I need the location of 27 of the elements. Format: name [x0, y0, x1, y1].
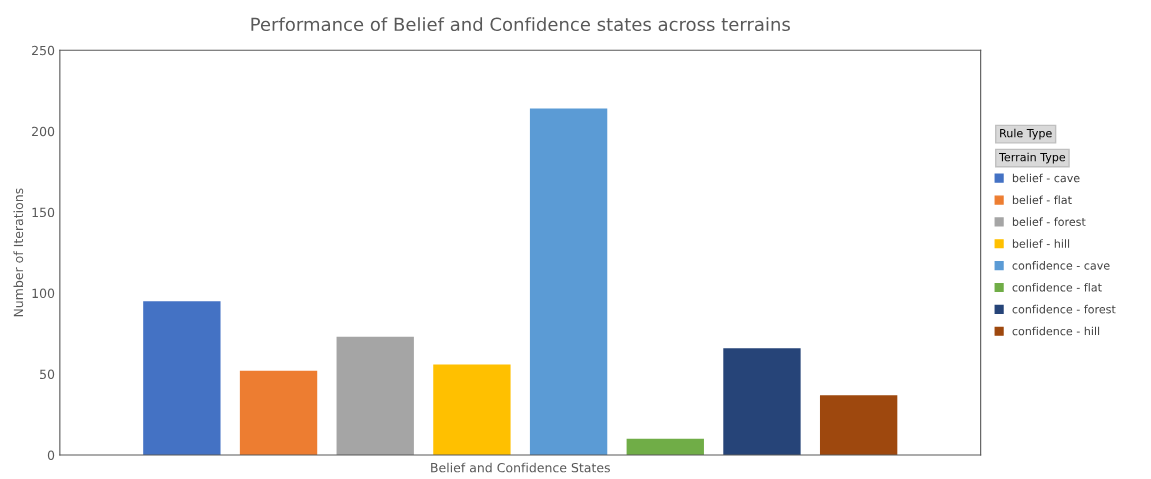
bar [433, 364, 511, 456]
y-tick-label: 200 [32, 126, 55, 137]
y-tick-label: 50 [40, 369, 55, 380]
bar [819, 395, 898, 456]
legend-label: belief - forest [1012, 217, 1086, 226]
legend-label: confidence - cave [1012, 261, 1110, 270]
bar [143, 301, 221, 456]
text: Terrain Type [999, 152, 1066, 164]
y-tick-label: 150 [32, 207, 55, 218]
chart-title: Performance of Belief and Confidence states across terrains [251, 17, 790, 32]
bar [723, 348, 801, 456]
y-tick-label: 0 [47, 450, 55, 460]
legend-label: confidence - flat [1012, 282, 1102, 292]
text: Rule Type [1000, 128, 1052, 140]
bar [239, 370, 318, 456]
legend-label: belief - hill [1012, 239, 1070, 248]
legend-label: belief - cave [1012, 173, 1080, 183]
y-tick-label: 250 [32, 45, 55, 56]
x-axis-title: Belief and Confidence States [431, 462, 610, 473]
y-axis-title: Number of Iterations [13, 188, 24, 317]
bar [529, 108, 608, 456]
y-tick-label: 100 [32, 288, 55, 299]
legend-label: confidence - forest [1012, 304, 1116, 314]
bar [336, 336, 414, 456]
legend-label: confidence - hill [1012, 326, 1100, 336]
bar [626, 438, 704, 456]
legend-label: belief - flat [1012, 195, 1072, 205]
